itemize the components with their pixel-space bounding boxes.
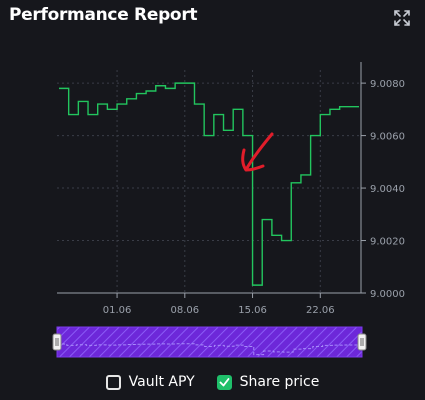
x-tick-label: 01.06	[103, 305, 132, 316]
y-tick-label: 9.0000	[370, 289, 405, 300]
legend-share-price[interactable]: Share price	[216, 374, 320, 390]
x-tick-label: 15.06	[238, 305, 267, 316]
vault-apy-checkbox[interactable]	[105, 374, 121, 390]
range-navigator[interactable]	[52, 326, 367, 358]
legend-vault-apy[interactable]: Vault APY	[105, 374, 195, 390]
y-tick-label: 9.0040	[370, 184, 405, 195]
x-tick-label: 08.06	[170, 305, 199, 316]
navigator-window[interactable]	[56, 326, 363, 358]
red-arrow-annotation	[241, 132, 274, 172]
navigator-handle-right[interactable]	[357, 333, 367, 351]
page-title: Performance Report	[9, 5, 198, 25]
y-tick-label: 9.0020	[370, 237, 405, 248]
legend-label-vault-apy: Vault APY	[128, 374, 195, 390]
share-price-line	[59, 82, 359, 286]
x-tick-label: 22.06	[306, 305, 335, 316]
navigator-handle-left[interactable]	[52, 333, 62, 351]
navigator-series	[57, 343, 362, 356]
y-tick-label: 9.0060	[370, 132, 405, 143]
expand-icon[interactable]	[393, 9, 411, 27]
share-price-checkbox[interactable]	[216, 374, 232, 390]
chart-legend: Vault APY Share price	[0, 370, 425, 394]
x-axis: 01.06 08.06 15.06 22.06	[57, 292, 361, 316]
y-tick-label: 9.0080	[370, 79, 405, 90]
legend-label-share-price: Share price	[239, 374, 320, 390]
performance-chart: 9.0000 9.0020 9.0040 9.0060 9.0080 01.06 08.0…	[52, 62, 405, 358]
check-icon	[219, 377, 230, 386]
y-axis: 9.0000 9.0020 9.0040 9.0060 9.0080	[360, 62, 405, 300]
